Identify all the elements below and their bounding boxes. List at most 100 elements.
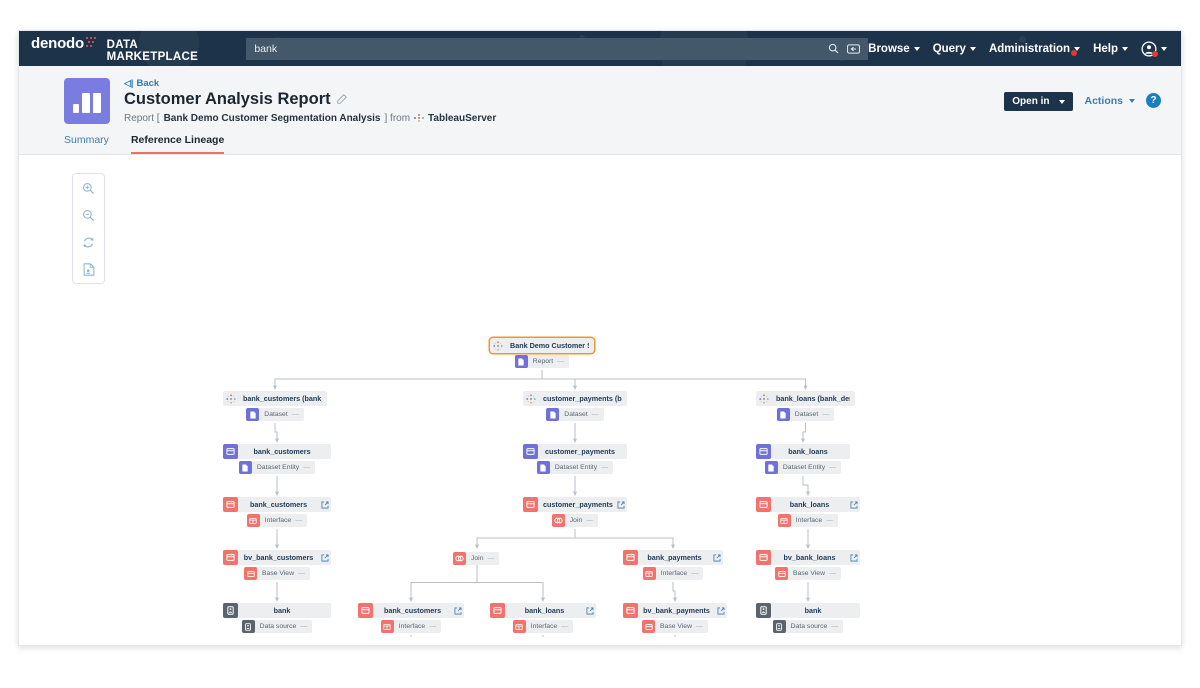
help-button[interactable]: ? xyxy=(1146,93,1161,108)
collapse-dash-icon[interactable]: — xyxy=(300,623,308,630)
lineage-node-type[interactable]: Data source — xyxy=(772,620,844,633)
lineage-node[interactable]: bank Data source — xyxy=(756,603,860,633)
lineage-node-type[interactable]: Base View — xyxy=(642,620,708,633)
search-input[interactable] xyxy=(254,42,815,55)
lineage-node-header[interactable]: customer_payments xyxy=(523,497,627,512)
lineage-node-type[interactable]: Dataset — xyxy=(246,408,304,421)
collapse-dash-icon[interactable]: — xyxy=(591,411,599,418)
collapse-dash-icon[interactable]: — xyxy=(586,517,594,524)
lineage-node-type[interactable]: Dataset Entity — xyxy=(764,461,842,474)
collapse-dash-icon[interactable]: — xyxy=(601,464,609,471)
lineage-node[interactable]: bv_bank_loans Base View — xyxy=(756,550,860,580)
collapse-dash-icon[interactable]: — xyxy=(831,623,839,630)
lineage-node[interactable]: bank_customers (bank_... Dataset — xyxy=(223,391,327,421)
tab-reference-lineage[interactable]: Reference Lineage xyxy=(130,134,225,154)
lineage-node-type[interactable]: Dataset Entity — xyxy=(238,461,316,474)
open-external-icon[interactable] xyxy=(848,554,860,562)
lineage-node-header[interactable]: Bank Demo Customer Se... xyxy=(490,338,594,353)
lineage-node[interactable]: customer_payments Dataset Entity — xyxy=(523,444,627,474)
lineage-node[interactable]: bank Data source — xyxy=(223,603,331,633)
lineage-node-header[interactable]: bv_bank_loans xyxy=(756,550,860,565)
collapse-dash-icon[interactable]: — xyxy=(822,411,830,418)
lineage-node[interactable]: bank_loans Interface — xyxy=(756,497,860,527)
lineage-node-header[interactable]: bank xyxy=(756,603,860,618)
lineage-node-type[interactable]: Report — xyxy=(514,355,570,368)
collapse-dash-icon[interactable]: — xyxy=(487,555,495,562)
lineage-canvas[interactable]: Bank Demo Customer Se... Report — bank_c… xyxy=(19,155,1181,637)
collapse-dash-icon[interactable]: — xyxy=(557,358,565,365)
lineage-node[interactable]: bank_loans Interface — xyxy=(490,603,596,633)
lineage-node-header[interactable]: customer_payments (ba... xyxy=(523,391,627,406)
lineage-node-header[interactable]: bank_loans xyxy=(490,603,596,618)
lineage-node-header[interactable]: bank_loans (bank_demo) xyxy=(756,391,855,406)
collapse-dash-icon[interactable]: — xyxy=(561,623,569,630)
lineage-node[interactable]: bank_customers Dataset Entity — xyxy=(223,444,331,474)
nav-item-browse[interactable]: Browse xyxy=(868,43,920,55)
collapse-dash-icon[interactable]: — xyxy=(829,464,837,471)
collapse-dash-icon[interactable]: — xyxy=(303,464,311,471)
export-document-icon[interactable] xyxy=(81,261,97,277)
lineage-node-type[interactable]: Dataset — xyxy=(776,408,835,421)
open-external-icon[interactable] xyxy=(711,554,723,562)
lineage-node-header[interactable]: bank_customers xyxy=(358,603,464,618)
collapse-dash-icon[interactable]: — xyxy=(295,517,303,524)
lineage-node[interactable]: customer_payments (ba... Dataset — xyxy=(523,391,627,421)
collapse-dash-icon[interactable]: — xyxy=(691,570,699,577)
open-external-icon[interactable] xyxy=(615,501,627,509)
collapse-dash-icon[interactable]: — xyxy=(429,623,437,630)
lineage-node-header[interactable]: bank_loans xyxy=(756,444,850,459)
lineage-node-type[interactable]: Dataset Entity — xyxy=(536,461,614,474)
brand-logo[interactable]: denodo DATA MARKETPLACE xyxy=(31,35,228,63)
lineage-node-type[interactable]: Interface — xyxy=(777,514,839,527)
open-external-icon[interactable] xyxy=(584,607,596,615)
lineage-node-type[interactable]: Interface — xyxy=(642,567,704,580)
collapse-dash-icon[interactable]: — xyxy=(696,623,703,630)
lineage-node[interactable]: bank_customers Interface — xyxy=(223,497,331,527)
zoom-in-icon[interactable] xyxy=(81,180,97,196)
open-external-icon[interactable] xyxy=(319,501,331,509)
edit-pencil-icon[interactable] xyxy=(336,90,347,109)
collapse-dash-icon[interactable]: — xyxy=(829,570,836,577)
open-external-icon[interactable] xyxy=(319,554,331,562)
collapse-dash-icon[interactable]: — xyxy=(826,517,834,524)
lineage-node[interactable]: bv_bank_customers Base View — xyxy=(223,550,331,580)
global-search[interactable] xyxy=(246,37,869,60)
lineage-node[interactable]: bank_customers Interface — xyxy=(358,603,464,633)
lineage-node-type[interactable]: Dataset — xyxy=(546,408,604,421)
actions-menu-button[interactable]: Actions xyxy=(1084,92,1135,107)
tab-summary[interactable]: Summary xyxy=(64,134,109,146)
search-icon[interactable] xyxy=(828,43,839,54)
refresh-icon[interactable] xyxy=(81,234,97,250)
lineage-node[interactable]: Bank Demo Customer Se... Report — xyxy=(490,338,594,368)
lineage-node[interactable]: bank_payments Interface — xyxy=(623,550,723,580)
lineage-node-type[interactable]: Data source — xyxy=(241,620,313,633)
lineage-node-header[interactable]: bank_customers xyxy=(223,497,331,512)
lineage-node-type[interactable]: Interface — xyxy=(512,620,574,633)
collapse-dash-icon[interactable]: — xyxy=(291,411,299,418)
lineage-node[interactable]: bank_loans (bank_demo) Dataset — xyxy=(756,391,855,421)
lineage-node-type[interactable]: Interface — xyxy=(380,620,442,633)
lineage-node-header[interactable]: bank_loans xyxy=(756,497,860,512)
open-external-icon[interactable] xyxy=(848,501,860,509)
collapse-dash-icon[interactable]: — xyxy=(298,570,305,577)
lineage-node-header[interactable]: bank_payments xyxy=(623,550,723,565)
nav-item-help[interactable]: Help xyxy=(1093,43,1128,55)
lineage-graph[interactable]: Bank Demo Customer Se... Report — bank_c… xyxy=(19,155,1181,637)
lineage-node[interactable]: bank_loans Dataset Entity — xyxy=(756,444,850,474)
open-in-button[interactable]: Open in xyxy=(1004,92,1074,111)
lineage-node-header[interactable]: bv_bank_customers xyxy=(223,550,331,565)
keyboard-shortcut-icon[interactable] xyxy=(847,43,861,54)
open-external-icon[interactable] xyxy=(452,607,464,615)
open-external-icon[interactable] xyxy=(715,607,727,615)
nav-item-query[interactable]: Query xyxy=(933,43,976,55)
lineage-node-header[interactable]: bv_bank_payments xyxy=(623,603,727,618)
lineage-node-header[interactable]: bank_customers xyxy=(223,444,331,459)
lineage-node[interactable]: Join — xyxy=(453,550,500,565)
nav-item-administration[interactable]: Administration xyxy=(989,43,1081,56)
lineage-node-header[interactable]: bank_customers (bank_... xyxy=(223,391,327,406)
lineage-node-header[interactable]: bank xyxy=(223,603,331,618)
lineage-node[interactable]: bv_bank_payments Base View — xyxy=(623,603,727,633)
zoom-out-icon[interactable] xyxy=(81,207,97,223)
lineage-node-type[interactable]: Join — xyxy=(453,552,500,565)
lineage-node-header[interactable]: customer_payments xyxy=(523,444,627,459)
